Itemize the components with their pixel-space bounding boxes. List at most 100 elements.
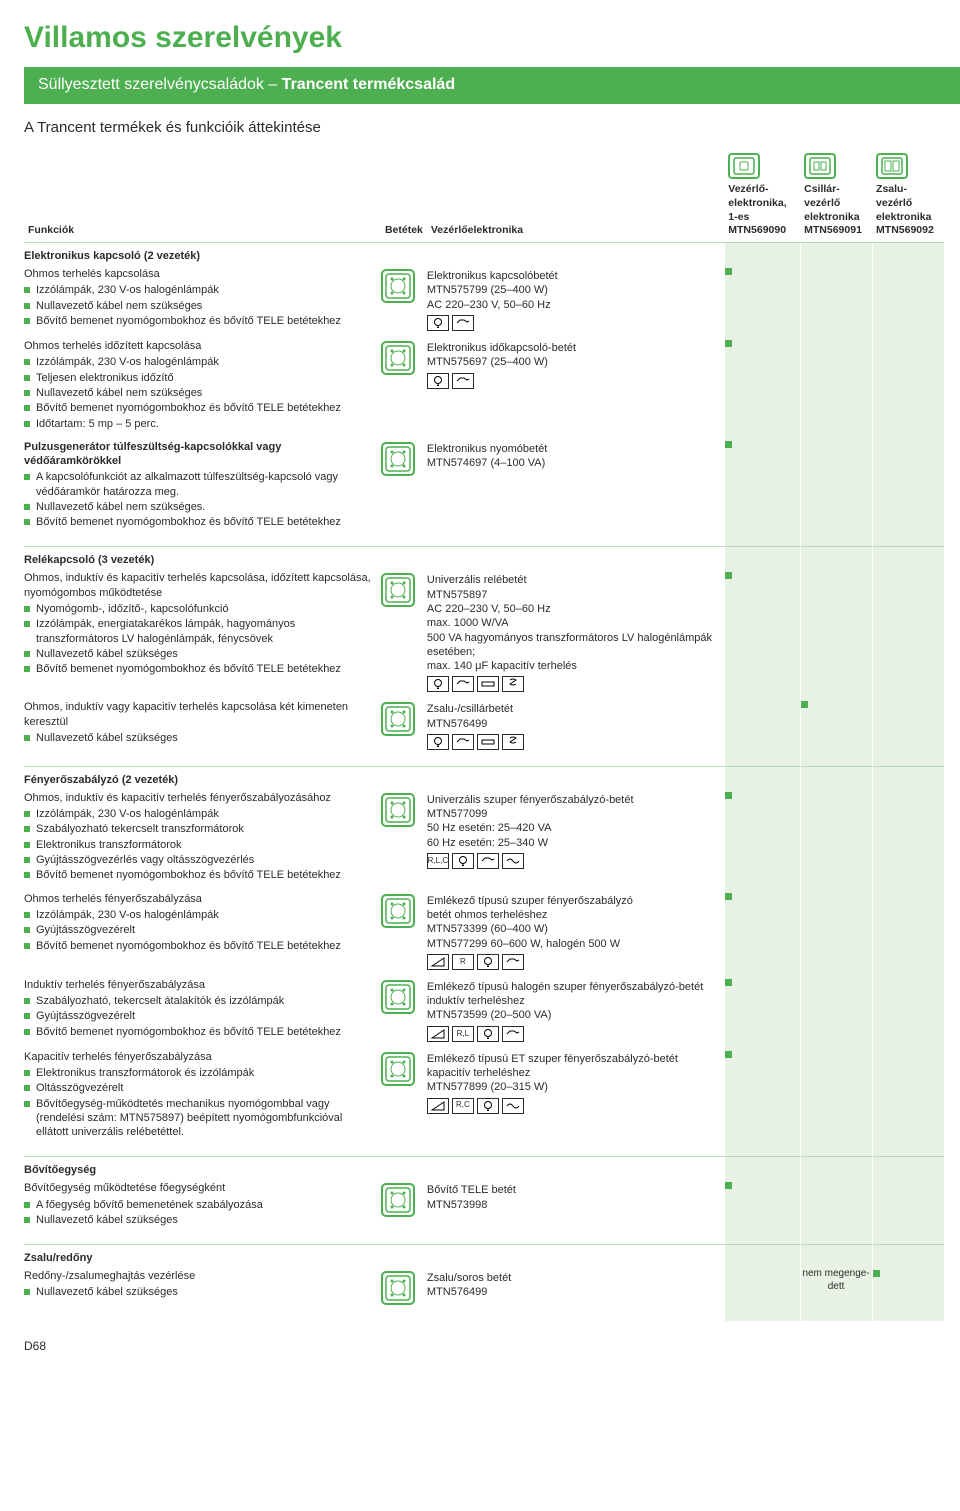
subtitle-prefix: Süllyesztett szerelvénycsaládok –: [38, 76, 282, 93]
bullet-item: Bővítő bemenet nyomógombokhoz és bővítő …: [24, 1025, 377, 1039]
vez-cell: Zsalu-/csillárbetétMTN576499: [427, 698, 724, 756]
row-heading: Ohmos terhelés kapcsolása: [24, 267, 377, 281]
mark-square-icon: [725, 340, 732, 347]
vez-line: 500 VA hagyományos transzformátoros LV h…: [427, 631, 720, 660]
bullet-list: Izzólámpák, 230 V-os halogénlámpákTeljes…: [24, 355, 377, 430]
mark-cell: [800, 438, 872, 537]
mark-cell: [724, 698, 800, 756]
mark-cell: [800, 569, 872, 698]
mark-cell: [800, 789, 872, 890]
bullet-item: Nullavezető kábel szükséges: [24, 1213, 377, 1227]
mini-hand-icon: [452, 734, 474, 750]
bullet-item: Nyomógomb-, időzítő-, kapcsolófunkció: [24, 602, 377, 616]
mark-square-icon: [725, 441, 732, 448]
mark-square-icon: [873, 1270, 880, 1277]
hdr-icon-1: [728, 153, 760, 179]
mark-cell: [872, 698, 944, 756]
mini-hand-icon: [502, 954, 524, 970]
vez-line: Emlékező típusú ET szuper fényerőszabály…: [427, 1052, 720, 1081]
mark-cell: [724, 337, 800, 438]
bullet-list: Izzólámpák, 230 V-os halogénlámpákSzabál…: [24, 807, 377, 882]
vez-line: 60 Hz esetén: 25–340 W: [427, 836, 720, 850]
mark-cell: [724, 1267, 800, 1311]
mini-rc-icon: R,C: [452, 1098, 474, 1114]
subtitle-bar: Süllyesztett szerelvénycsaládok – Trance…: [24, 67, 960, 104]
mark-cell: [724, 265, 800, 337]
vez-line: Emlékező típusú halogén szuper fényerősz…: [427, 980, 720, 1009]
mark-cell: [724, 1179, 800, 1234]
mini-icons: [427, 676, 720, 692]
vez-line: max. 140 μF kapacitív terhelés: [427, 659, 720, 673]
insert-icon: [381, 1052, 415, 1086]
vez-line: MTN575897: [427, 588, 720, 602]
insert-icon: [381, 341, 415, 375]
vez-cell: Emlékező típusú ET szuper fényerőszabály…: [427, 1048, 724, 1147]
row-heading: Ohmos, induktív vagy kapacitív terhelés …: [24, 700, 377, 729]
table-row: Bővítőegység működtetése főegységkéntA f…: [24, 1179, 944, 1234]
mini-tube-icon: [477, 734, 499, 750]
table-row: Kapacitív terhelés fényerőszabályzása Ele…: [24, 1048, 944, 1147]
table-row: Ohmos terhelés fényerőszabályzásaIzzólám…: [24, 890, 944, 976]
vez-line: MTN574697 (4–100 VA): [427, 456, 720, 470]
bullet-item: Teljesen elektronikus időzítő: [24, 371, 377, 385]
bullet-item: Oltásszögvezérelt: [24, 1081, 377, 1095]
hdr-bet: Betétek: [381, 147, 427, 242]
table-row: Ohmos terhelés kapcsolásaIzzólámpák, 230…: [24, 265, 944, 337]
bullet-list: Szabályozható, tekercselt átalakítók és …: [24, 994, 377, 1039]
group-title: Relékapcsoló (3 vezeték): [24, 547, 724, 570]
vez-cell: Univerzális szuper fényerőszabályzó-beté…: [427, 789, 724, 890]
bullet-item: Nullavezető kábel szükséges: [24, 731, 377, 745]
overview-title: A Trancent termékek és funkcióik áttekin…: [24, 118, 960, 138]
hdr-c3: Zsalu-vezérlőelektronikaMTN569092: [872, 147, 944, 242]
vez-line: Univerzális relébetét: [427, 573, 720, 587]
mark-cell: [800, 976, 872, 1048]
vez-line: Univerzális szuper fényerőszabályzó-beté…: [427, 793, 720, 807]
group-title: Elektronikus kapcsoló (2 vezeték): [24, 242, 724, 265]
mark-cell: [800, 698, 872, 756]
mini-hand-icon: [452, 315, 474, 331]
bullet-item: Időtartam: 5 mp – 5 perc.: [24, 417, 377, 431]
vez-line: Elektronikus kapcsolóbetét: [427, 269, 720, 283]
hdr-icon-2: [804, 153, 836, 179]
vez-line: Bővítő TELE betét: [427, 1183, 720, 1197]
mark-cell: [872, 789, 944, 890]
mark-cell: [724, 789, 800, 890]
bullet-list: Elektronikus transzformátorok és izzólám…: [24, 1066, 377, 1139]
mini-r-icon: R: [452, 954, 474, 970]
insert-icon: [381, 702, 415, 736]
mark-cell: [872, 569, 944, 698]
page-title: Villamos szerelvények: [24, 0, 960, 67]
bullet-list: Nullavezető kábel szükséges: [24, 731, 377, 745]
vez-line: Emlékező típusú szuper fényerőszabályzó: [427, 894, 720, 908]
mark-square-icon: [801, 701, 808, 708]
table-row: Pulzusgenerátor túlfeszültség-kapcsolókk…: [24, 438, 944, 537]
mark-square-icon: [725, 792, 732, 799]
mini-hand-icon: [452, 373, 474, 389]
table-row: Induktív terhelés fényerőszabályzásaSzab…: [24, 976, 944, 1048]
vez-line: 50 Hz esetén: 25–420 VA: [427, 821, 720, 835]
hdr-vez: Vezérlőelektronika: [427, 147, 724, 242]
mark-cell: [872, 1179, 944, 1234]
mark-cell: [872, 890, 944, 976]
group-title: Fényerőszabályzó (2 vezeték): [24, 766, 724, 789]
page-footer: D68: [24, 1339, 960, 1355]
row-heading: Kapacitív terhelés fényerőszabályzása: [24, 1050, 377, 1064]
mark-square-icon: [725, 572, 732, 579]
row-heading: Ohmos terhelés fényerőszabályzása: [24, 892, 377, 906]
group-title: Bővítőegység: [24, 1157, 724, 1180]
mini-wave-icon: [502, 853, 524, 869]
mark-cell: [724, 890, 800, 976]
vez-cell: Emlékező típusú halogén szuper fényerősz…: [427, 976, 724, 1048]
table-row: Redőny-/zsalumeghajtás vezérléseNullavez…: [24, 1267, 944, 1311]
mini-bulb-icon: [427, 734, 449, 750]
table-row: Ohmos, induktív és kapacitív terhelés ka…: [24, 569, 944, 698]
mark-square-icon: [725, 268, 732, 275]
mini-bulb-icon: [477, 1026, 499, 1042]
mini-bulb-icon: [477, 1098, 499, 1114]
bullet-item: Bővítőegység-működtetés mechanikus nyomó…: [24, 1097, 377, 1140]
vez-line: MTN577299 60–600 W, halogén 500 W: [427, 937, 720, 951]
vez-line: MTN573399 (60–400 W): [427, 922, 720, 936]
mini-tri-icon: [427, 1098, 449, 1114]
mini-icons: R,L,C: [427, 853, 720, 869]
mark-cell: [724, 438, 800, 537]
